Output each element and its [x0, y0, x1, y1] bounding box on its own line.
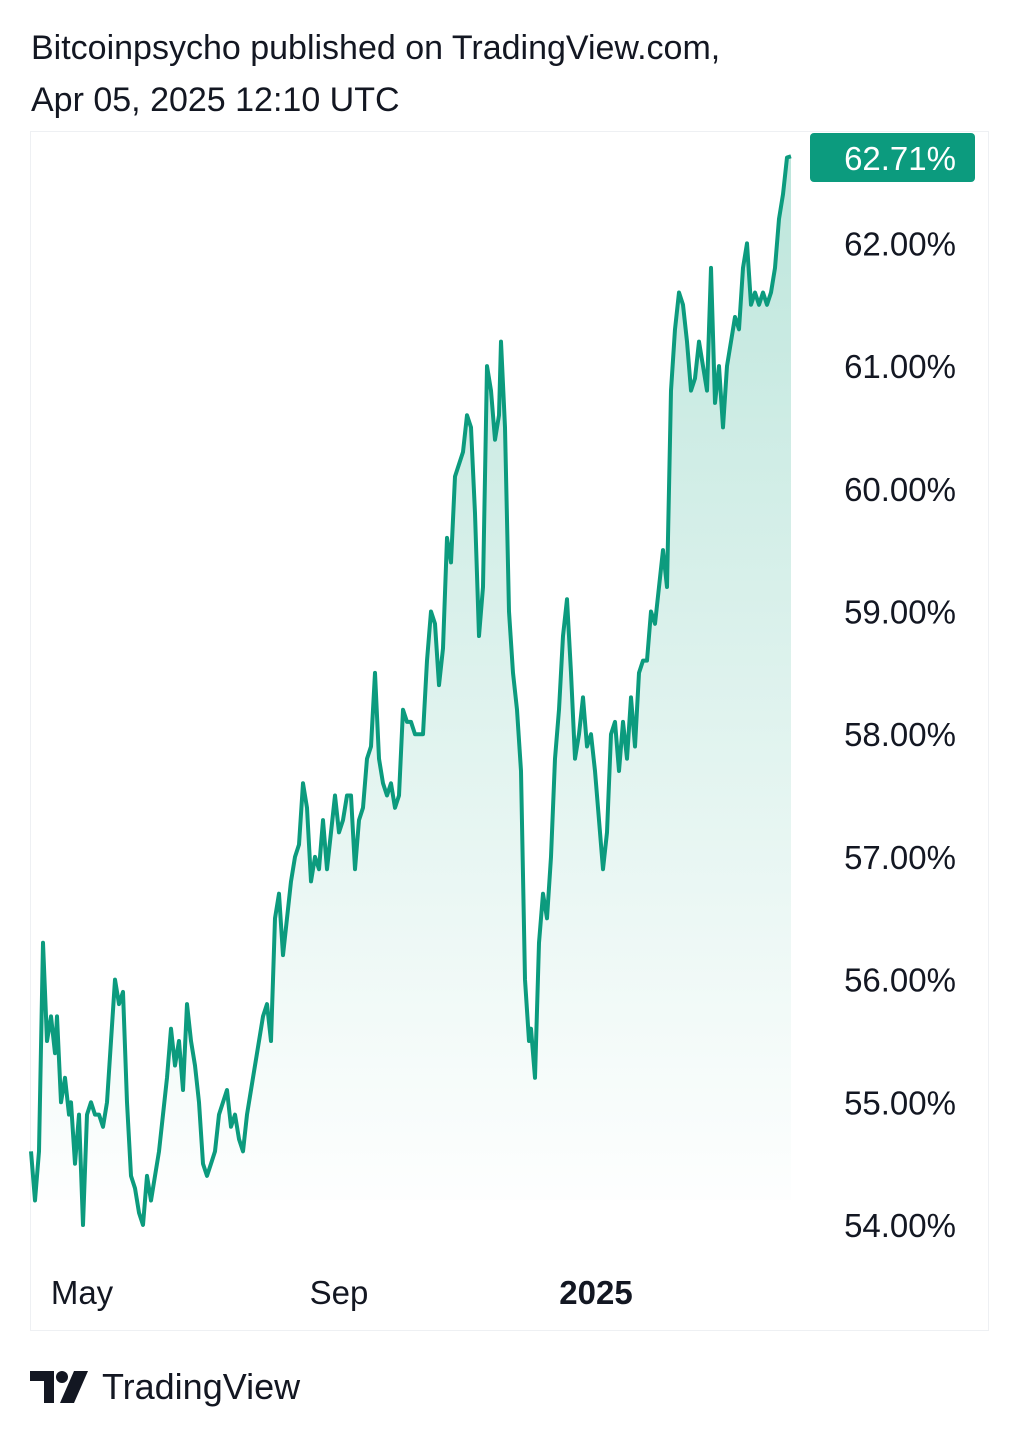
last-value-badge [810, 133, 975, 182]
x-tick-label: 2025 [559, 1274, 632, 1311]
footer: TradingView [30, 1362, 300, 1412]
y-tick-label: 62.00% [844, 225, 956, 262]
area-fill [31, 156, 791, 1225]
y-tick-label: 55.00% [844, 1084, 956, 1121]
y-tick-label: 57.00% [844, 839, 956, 876]
publisher-line: Bitcoinpsycho published on TradingView.c… [31, 29, 721, 67]
last-value-label: 62.71% [844, 140, 956, 177]
y-tick-label: 58.00% [844, 716, 956, 753]
chart-frame [30, 131, 989, 1331]
y-tick-label: 61.00% [844, 348, 956, 385]
series-line [29, 154, 792, 1227]
y-tick-label: 54.00% [844, 1207, 956, 1244]
y-tick-label: 59.00% [844, 594, 956, 631]
publish-date-line: Apr 05, 2025 12:10 UTC [31, 81, 400, 119]
y-tick-label: 60.00% [844, 471, 956, 508]
x-tick-label: May [51, 1274, 114, 1311]
publication-header: Bitcoinpsycho published on TradingView.c… [31, 22, 720, 126]
x-tick-label: Sep [310, 1274, 369, 1311]
y-tick-label: 56.00% [844, 962, 956, 999]
tradingview-logo-icon [30, 1371, 88, 1403]
brand-name: TradingView [102, 1366, 301, 1407]
